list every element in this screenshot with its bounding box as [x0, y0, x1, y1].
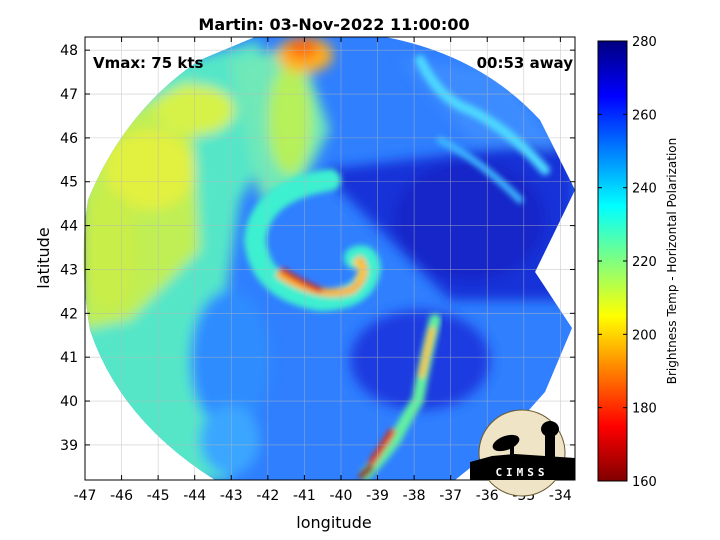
x-tick-label: -39 [366, 488, 389, 504]
plot-frame [84, 36, 576, 481]
y-tick-label: 39 [60, 438, 78, 454]
brightness-temp-swath [83, 37, 575, 480]
y-tick-label: 43 [60, 262, 78, 278]
colorbar-tick-label: 200 [632, 328, 657, 343]
x-tick-label: -36 [476, 488, 499, 504]
y-tick-label: 46 [60, 131, 78, 147]
y-tick-label: 42 [60, 306, 78, 322]
x-tick-label: -38 [403, 488, 426, 504]
x-tick-label: -34 [549, 488, 572, 504]
y-tick-label: 40 [60, 394, 78, 410]
x-tick-label: -46 [110, 488, 133, 504]
logo-text: CIMSS [495, 466, 548, 479]
x-tick-label: -42 [256, 488, 279, 504]
colorbar-tick-label: 180 [632, 402, 657, 417]
x-tick-label: -47 [74, 488, 97, 504]
y-tick-label: 48 [60, 43, 78, 59]
colorbar-tick-label: 220 [632, 255, 657, 270]
chart-title: Martin: 03-Nov-2022 11:00:00 [198, 15, 469, 34]
x-tick-label: -45 [147, 488, 170, 504]
x-axis-label: longitude [296, 513, 371, 532]
x-tick-label: -44 [183, 488, 206, 504]
grid-lines [85, 37, 575, 480]
x-tick-label: -40 [330, 488, 353, 504]
y-axis-ticks: 39 40 41 42 43 44 45 46 47 48 [60, 43, 575, 454]
y-tick-label: 47 [60, 87, 78, 103]
colorbar-tick-label: 160 [632, 475, 657, 490]
x-tick-label: -43 [220, 488, 243, 504]
colorbar-tick-label: 260 [632, 108, 657, 123]
colorbar-ticks: 160 180 200 220 240 260 280 [598, 35, 657, 490]
vmax-annotation: Vmax: 75 kts [93, 54, 203, 72]
x-tick-label: -37 [439, 488, 462, 504]
cimss-logo: CIMSS [470, 409, 575, 497]
x-axis-ticks: -47-46-45-44-43-42-41-40-39-38-37-36-35-… [74, 37, 572, 504]
colorbar-tick-label: 240 [632, 182, 657, 197]
x-tick-label: -41 [293, 488, 316, 504]
colorbar-gradient [597, 40, 628, 482]
y-axis-label: latitude [34, 227, 53, 288]
y-tick-label: 44 [60, 219, 78, 235]
time-away-annotation: 00:53 away [477, 54, 574, 72]
y-tick-label: 41 [60, 350, 78, 366]
colorbar-tick-label: 280 [632, 35, 657, 50]
y-tick-label: 45 [60, 175, 78, 191]
colorbar: 160 180 200 220 240 260 280 Brightness Temp - … [597, 35, 679, 490]
colorbar-label: Brightness Temp - Horizontal Polarizatio… [665, 138, 679, 385]
